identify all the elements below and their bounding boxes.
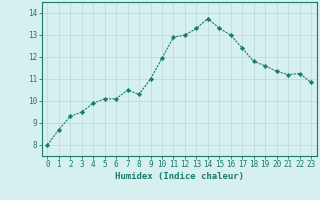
X-axis label: Humidex (Indice chaleur): Humidex (Indice chaleur): [115, 172, 244, 181]
